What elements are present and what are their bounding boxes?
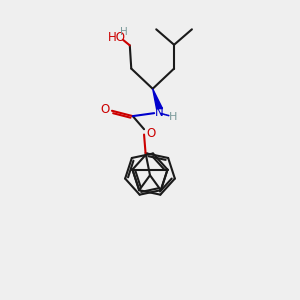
Text: N: N (155, 106, 164, 119)
Text: O: O (101, 103, 110, 116)
Text: HO: HO (108, 31, 126, 44)
Text: O: O (147, 127, 156, 140)
Text: H: H (169, 112, 178, 122)
Polygon shape (153, 89, 163, 109)
Text: H: H (120, 27, 128, 37)
